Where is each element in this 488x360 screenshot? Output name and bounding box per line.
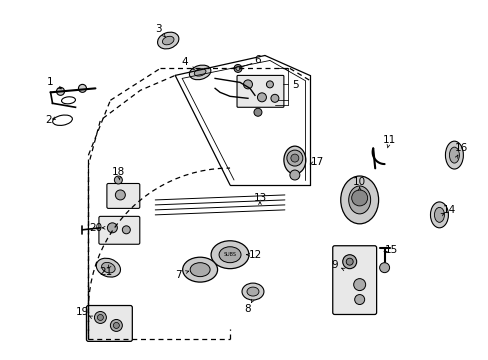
Circle shape <box>57 87 64 95</box>
Circle shape <box>110 319 122 332</box>
FancyBboxPatch shape <box>99 216 140 244</box>
Circle shape <box>342 255 356 269</box>
Ellipse shape <box>242 283 264 300</box>
Circle shape <box>236 67 240 71</box>
Circle shape <box>270 94 278 102</box>
FancyBboxPatch shape <box>237 75 284 107</box>
Ellipse shape <box>194 69 205 76</box>
Ellipse shape <box>348 186 370 214</box>
Circle shape <box>289 170 299 180</box>
Ellipse shape <box>211 241 248 269</box>
Circle shape <box>353 279 365 291</box>
FancyBboxPatch shape <box>86 306 132 341</box>
Circle shape <box>354 294 364 305</box>
Ellipse shape <box>445 141 463 169</box>
Ellipse shape <box>102 262 115 273</box>
Text: 14: 14 <box>442 205 455 215</box>
Circle shape <box>113 323 119 328</box>
Ellipse shape <box>284 146 305 174</box>
Ellipse shape <box>190 263 210 276</box>
Circle shape <box>107 223 117 233</box>
Circle shape <box>114 176 122 184</box>
Circle shape <box>379 263 389 273</box>
Text: 6: 6 <box>254 55 261 66</box>
Circle shape <box>286 150 302 166</box>
Text: 15: 15 <box>384 245 397 255</box>
Ellipse shape <box>429 202 447 228</box>
Circle shape <box>266 81 273 88</box>
Text: SUBS: SUBS <box>223 252 236 257</box>
Circle shape <box>234 64 242 72</box>
FancyBboxPatch shape <box>332 246 376 315</box>
Circle shape <box>290 154 298 162</box>
Ellipse shape <box>96 258 120 277</box>
Text: 17: 17 <box>310 157 324 167</box>
Ellipse shape <box>340 176 378 224</box>
Text: 21: 21 <box>99 267 112 276</box>
Ellipse shape <box>219 247 241 263</box>
Circle shape <box>253 108 262 116</box>
Circle shape <box>94 311 106 323</box>
Circle shape <box>122 226 130 234</box>
Circle shape <box>97 315 103 320</box>
Text: 16: 16 <box>454 143 467 153</box>
Text: 18: 18 <box>111 167 125 177</box>
Text: 8: 8 <box>244 305 251 315</box>
Circle shape <box>115 190 125 200</box>
Text: 11: 11 <box>382 135 395 145</box>
Text: 3: 3 <box>155 24 161 33</box>
Text: 7: 7 <box>175 270 181 280</box>
Ellipse shape <box>53 115 72 125</box>
Text: 1: 1 <box>47 77 54 87</box>
Ellipse shape <box>162 36 174 45</box>
Ellipse shape <box>183 257 217 282</box>
Circle shape <box>243 80 252 89</box>
Ellipse shape <box>448 147 458 163</box>
Text: 10: 10 <box>352 177 366 187</box>
FancyBboxPatch shape <box>107 184 140 208</box>
Ellipse shape <box>157 32 179 49</box>
Circle shape <box>351 190 367 206</box>
Text: 4: 4 <box>182 58 188 67</box>
Text: 20: 20 <box>89 223 102 233</box>
Ellipse shape <box>433 207 444 222</box>
Text: 9: 9 <box>331 260 337 270</box>
Circle shape <box>346 258 352 265</box>
Circle shape <box>257 93 266 102</box>
Ellipse shape <box>61 97 75 104</box>
Ellipse shape <box>246 287 259 296</box>
Circle shape <box>78 84 86 92</box>
Ellipse shape <box>189 65 210 80</box>
Text: 2: 2 <box>45 115 52 125</box>
Text: 13: 13 <box>253 193 266 203</box>
Text: 19: 19 <box>76 307 89 318</box>
Text: 5: 5 <box>292 80 299 90</box>
Text: 12: 12 <box>248 250 261 260</box>
